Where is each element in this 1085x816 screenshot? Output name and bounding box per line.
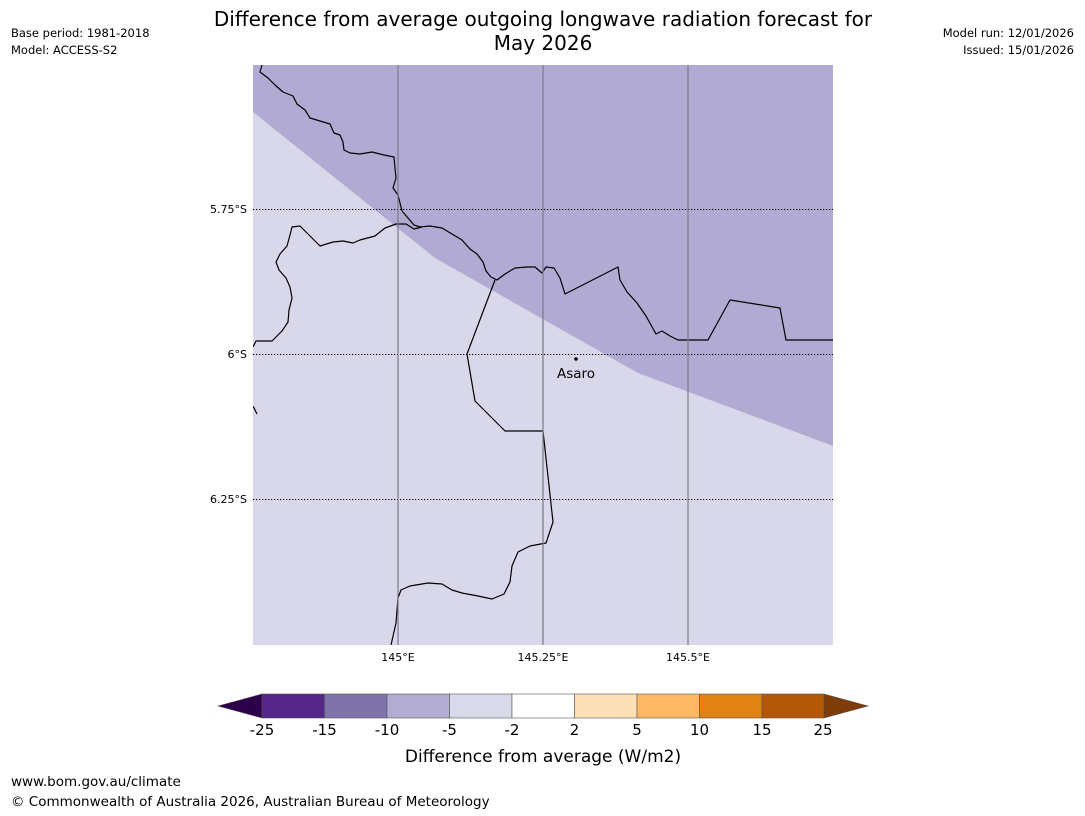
footer-url: www.bom.gov.au/climate <box>11 774 181 790</box>
colorbar-tick-label: -2 <box>505 721 520 739</box>
lon-label: 145.5°E <box>666 651 710 664</box>
place-label: Asaro <box>557 366 595 382</box>
lon-label: 145.25°E <box>518 651 569 664</box>
colorbar-tick-label: 5 <box>632 721 642 739</box>
colorbar-tick-label: 15 <box>752 721 771 739</box>
colorbar-tick-label: -10 <box>375 721 400 739</box>
colorbar-max-arrow <box>823 693 870 719</box>
colorbar-segment <box>699 693 763 719</box>
coastline <box>253 65 833 645</box>
meridians <box>397 65 689 645</box>
colorbar-segment <box>449 693 513 719</box>
colorbar-min-arrow <box>216 693 263 719</box>
parallels <box>253 209 833 500</box>
colorbar-segment <box>261 693 325 719</box>
colorbar-tick-label: 2 <box>570 721 580 739</box>
provincial-boundary <box>390 279 554 645</box>
metadata-left: Base period: 1981-2018 Model: ACCESS-S2 <box>11 25 150 59</box>
colorbar-segment <box>511 693 575 719</box>
colorbar-tick-label: -15 <box>312 721 337 739</box>
colorbar-tick-label: 25 <box>813 721 832 739</box>
colorbar-segment <box>324 693 388 719</box>
colorbar-title: Difference from average (W/m2) <box>405 747 681 767</box>
coastline-north <box>259 65 833 341</box>
title-line-1: Difference from average outgoing longwav… <box>213 7 873 31</box>
colorbar-segment <box>386 693 450 719</box>
metadata-right: Model run: 12/01/2026 Issued: 15/01/2026 <box>943 25 1074 59</box>
colorbar: -25 -15 -10 -5 -2 2 5 10 15 25 Differenc… <box>216 693 870 767</box>
model-text: Model: ACCESS-S2 <box>11 43 118 57</box>
issued-text: Issued: 15/01/2026 <box>963 43 1074 57</box>
model-run-text: Model run: 12/01/2026 <box>942 26 1074 40</box>
lon-label: 145°E <box>381 651 414 664</box>
colorbar-tick-label: -5 <box>442 721 457 739</box>
lat-label: 5.75°S <box>210 203 247 216</box>
footer-copyright: © Commonwealth of Australia 2026, Austra… <box>11 794 490 810</box>
colorbar-segment <box>574 693 638 719</box>
colorbar-tick-label: 10 <box>690 721 709 739</box>
title-line-2: May 2026 <box>493 31 593 55</box>
colorbar-segment <box>636 693 700 719</box>
map-panel <box>253 65 833 645</box>
colorbar-tick-label: -25 <box>250 721 275 739</box>
lat-label: 6.25°S <box>210 493 247 506</box>
place-marker-dot <box>574 357 578 361</box>
coastline-west <box>253 223 423 348</box>
colorbar-segment <box>761 693 825 719</box>
lat-label: 6°S <box>228 348 247 361</box>
base-period-text: Base period: 1981-2018 <box>11 26 150 40</box>
coastline-west-fragment <box>253 405 258 415</box>
page-title: Difference from average outgoing longwav… <box>193 7 893 55</box>
